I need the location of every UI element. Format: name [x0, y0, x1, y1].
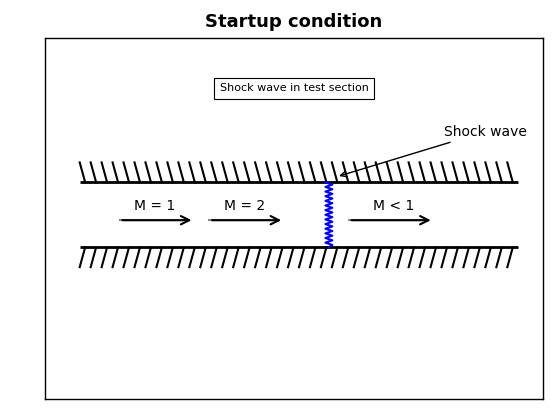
Text: M = 1: M = 1 [134, 199, 175, 213]
Text: M < 1: M < 1 [373, 199, 414, 213]
Text: Shock wave in test section: Shock wave in test section [220, 83, 368, 93]
Text: Shock wave: Shock wave [340, 125, 526, 177]
Title: Startup condition: Startup condition [206, 13, 382, 31]
Text: M = 2: M = 2 [223, 199, 265, 213]
